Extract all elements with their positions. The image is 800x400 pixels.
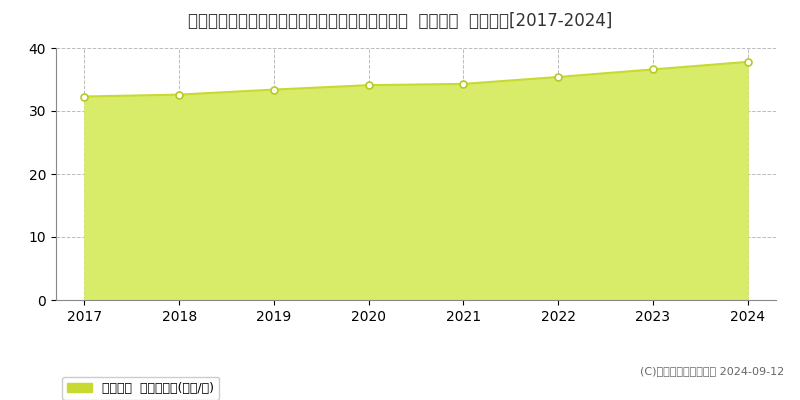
- Legend: 地価公示  平均坪単価(万円/坪): 地価公示 平均坪単価(万円/坪): [62, 376, 219, 400]
- Text: 新潟県新潟市中央区弁天橋通３丁目８５６番１外  地価公示  地価推移[2017-2024]: 新潟県新潟市中央区弁天橋通３丁目８５６番１外 地価公示 地価推移[2017-20…: [188, 12, 612, 30]
- Text: (C)土地価格ドットコム 2024-09-12: (C)土地価格ドットコム 2024-09-12: [640, 366, 784, 376]
